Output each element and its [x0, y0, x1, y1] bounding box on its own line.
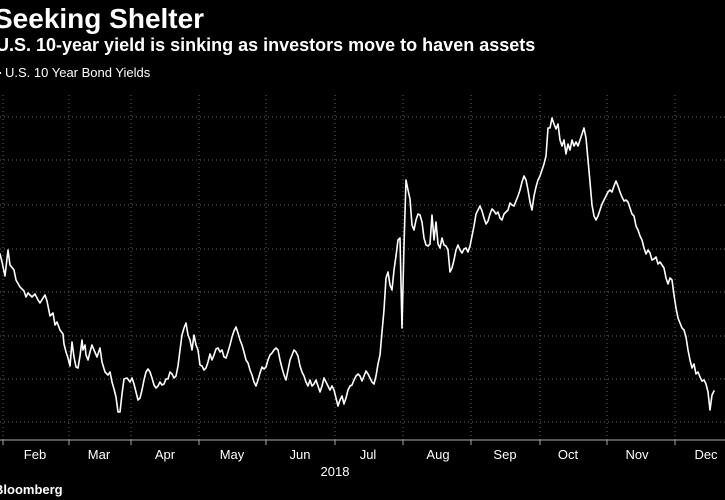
x-tick-label-jul: Jul — [360, 447, 377, 462]
series-line-us-10-year-yields — [0, 117, 715, 413]
x-tick-label-apr: Apr — [155, 447, 176, 462]
x-tick-label-may: May — [220, 447, 245, 462]
x-tick-label-dec: Dec — [694, 447, 718, 462]
x-tick-label-mar: Mar — [88, 447, 111, 462]
x-tick-label-jun: Jun — [290, 447, 311, 462]
legend-swatch — [0, 71, 1, 74]
chart-legend: U.S. 10 Year Bond Yields — [0, 65, 150, 80]
x-tick-label-oct: Oct — [558, 447, 579, 462]
x-tick-label-nov: Nov — [625, 447, 649, 462]
x-tick-label-feb: Feb — [24, 447, 46, 462]
chart-title: Seeking Shelter — [0, 3, 205, 34]
source-label: Bloomberg — [0, 482, 63, 497]
x-tick-label-sep: Sep — [493, 447, 516, 462]
legend-label: U.S. 10 Year Bond Yields — [5, 65, 151, 80]
x-tick-label-aug: Aug — [426, 447, 449, 462]
chart-subtitle: U.S. 10-year yield is sinking as investo… — [0, 35, 536, 55]
x-axis-label: 2018 — [321, 464, 350, 479]
